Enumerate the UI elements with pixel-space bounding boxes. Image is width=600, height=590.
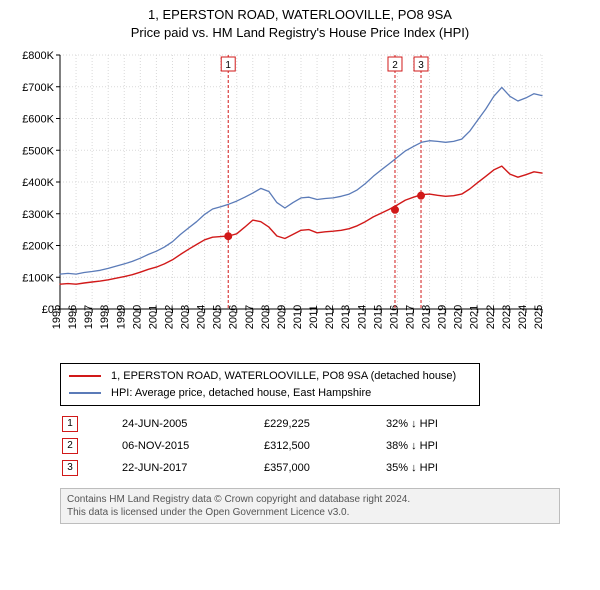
x-axis-label: 2006 [228, 305, 240, 329]
chart: £0£100K£200K£300K£400K£500K£600K£700K£80… [0, 47, 600, 357]
legend-swatch-price-paid [69, 375, 101, 377]
x-axis-label: 2022 [485, 305, 497, 329]
legend-swatch-hpi [69, 392, 101, 394]
event-price: £357,000 [264, 458, 384, 478]
x-axis-label: 2004 [196, 305, 208, 329]
event-pct: 35% ↓ HPI [386, 458, 506, 478]
legend-row-1: 1, EPERSTON ROAD, WATERLOOVILLE, PO8 9SA… [69, 368, 471, 385]
event-date: 06-NOV-2015 [122, 436, 262, 456]
x-axis-label: 2013 [340, 305, 352, 329]
legend-box: 1, EPERSTON ROAD, WATERLOOVILLE, PO8 9SA… [60, 363, 480, 406]
event-marker-label: 3 [418, 60, 424, 71]
x-axis-label: 2025 [533, 305, 545, 329]
x-axis-label: 1999 [115, 305, 127, 329]
event-marker-label: 1 [225, 60, 231, 71]
x-axis-label: 2007 [244, 305, 256, 329]
x-axis-label: 2001 [147, 305, 159, 329]
footer-line-1: Contains HM Land Registry data © Crown c… [67, 493, 553, 506]
y-axis-label: £100K [22, 272, 54, 284]
event-pct: 32% ↓ HPI [386, 414, 506, 434]
series-price_paid [60, 166, 542, 284]
x-axis-label: 2021 [469, 305, 481, 329]
title-line-2: Price paid vs. HM Land Registry's House … [0, 24, 600, 42]
x-axis-label: 2003 [180, 305, 192, 329]
title-block: 1, EPERSTON ROAD, WATERLOOVILLE, PO8 9SA… [0, 0, 600, 41]
x-axis-label: 2002 [163, 305, 175, 329]
x-axis-label: 2020 [453, 305, 465, 329]
x-axis-label: 2018 [421, 305, 433, 329]
x-axis-label: 2023 [501, 305, 513, 329]
x-axis-label: 1995 [51, 305, 63, 329]
legend-label-1: 1, EPERSTON ROAD, WATERLOOVILLE, PO8 9SA… [111, 368, 456, 385]
event-price: £312,500 [264, 436, 384, 456]
legend-row-2: HPI: Average price, detached house, East… [69, 385, 471, 402]
event-row: 2 06-NOV-2015£312,50038% ↓ HPI [62, 436, 506, 456]
x-axis-label: 2012 [324, 305, 336, 329]
x-axis-label: 2016 [388, 305, 400, 329]
title-line-1: 1, EPERSTON ROAD, WATERLOOVILLE, PO8 9SA [0, 6, 600, 24]
y-axis-label: £700K [22, 82, 54, 94]
event-badge: 1 [62, 416, 78, 432]
event-badge: 2 [62, 438, 78, 454]
event-date: 22-JUN-2017 [122, 458, 262, 478]
x-axis-label: 2009 [276, 305, 288, 329]
y-axis-label: £800K [22, 50, 54, 62]
y-axis-label: £600K [22, 114, 54, 126]
event-marker-label: 2 [392, 60, 398, 71]
events-table: 1 24-JUN-2005£229,22532% ↓ HPI 2 06-NOV-201… [60, 412, 508, 480]
x-axis-label: 1996 [67, 305, 79, 329]
x-axis-label: 1997 [83, 305, 95, 329]
legend-label-2: HPI: Average price, detached house, East… [111, 385, 371, 402]
y-axis-label: £200K [22, 241, 54, 253]
event-row: 1 24-JUN-2005£229,22532% ↓ HPI [62, 414, 506, 434]
footer-box: Contains HM Land Registry data © Crown c… [60, 488, 560, 524]
x-axis-label: 2008 [260, 305, 272, 329]
x-axis-label: 2019 [437, 305, 449, 329]
x-axis-label: 2014 [356, 305, 368, 329]
event-badge: 3 [62, 460, 78, 476]
event-row: 3 22-JUN-2017£357,00035% ↓ HPI [62, 458, 506, 478]
x-axis-label: 2000 [131, 305, 143, 329]
x-axis-label: 2024 [517, 305, 529, 329]
y-axis-label: £300K [22, 209, 54, 221]
chart-svg: £0£100K£200K£300K£400K£500K£600K£700K£80… [0, 47, 560, 357]
x-axis-label: 2010 [292, 305, 304, 329]
y-axis-label: £400K [22, 177, 54, 189]
x-axis-label: 2005 [212, 305, 224, 329]
footer-line-2: This data is licensed under the Open Gov… [67, 506, 553, 519]
event-date: 24-JUN-2005 [122, 414, 262, 434]
y-axis-label: £500K [22, 145, 54, 157]
x-axis-label: 2017 [404, 305, 416, 329]
event-price: £229,225 [264, 414, 384, 434]
x-axis-label: 1998 [99, 305, 111, 329]
event-pct: 38% ↓ HPI [386, 436, 506, 456]
x-axis-label: 2015 [372, 305, 384, 329]
